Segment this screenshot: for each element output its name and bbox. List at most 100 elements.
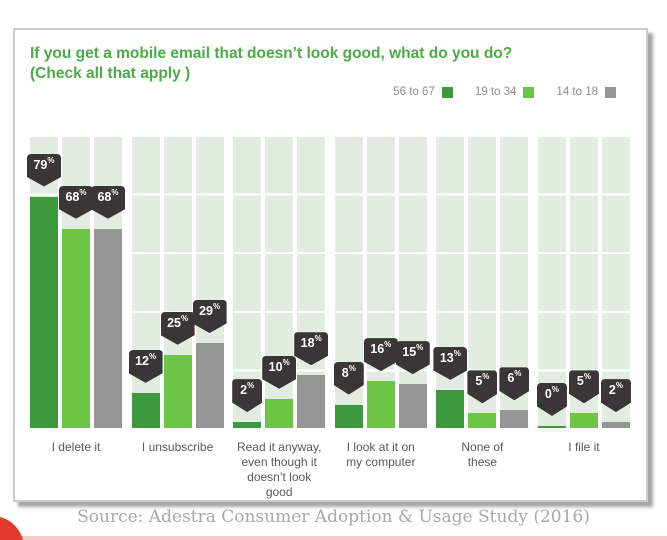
bar-track: 8% [333, 135, 364, 428]
bar-track: 10% [262, 135, 297, 428]
bar-track: 12% [128, 135, 163, 428]
percent-sign: % [514, 369, 522, 379]
bar-track: 68% [59, 135, 93, 428]
value-number: 5 [475, 374, 483, 389]
percent-sign: % [47, 155, 55, 165]
value-number: 15 [402, 345, 417, 360]
value-badge: 8% [333, 361, 364, 395]
category-label: Read it anyway, even though it doesn’t l… [233, 440, 325, 500]
legend-label: 14 to 18 [556, 86, 598, 98]
value-number: 16 [370, 342, 385, 357]
bar [601, 422, 630, 428]
bar-group: 0% 5% 2% [536, 135, 631, 428]
percent-sign: % [348, 363, 356, 373]
chart-panel: If you get a mobile email that doesn’t l… [13, 28, 648, 502]
bar-group: 79% 68% 68% [27, 135, 125, 428]
bar-track: 5% [467, 135, 498, 428]
bar [468, 413, 497, 428]
bar [62, 228, 90, 428]
legend-item-19-to-34: 19 to 34 [475, 86, 535, 98]
bar [163, 354, 192, 428]
chart-title-line1: If you get a mobile email that doesn’t l… [30, 45, 513, 62]
bar [366, 381, 395, 428]
value-number: 0 [544, 387, 552, 401]
category-label-text: None of these [461, 440, 504, 469]
value-badge: 2% [600, 379, 631, 413]
value-badge: 16% [363, 338, 398, 372]
value-badge: 79% [27, 153, 61, 187]
value-badge: 5% [467, 370, 498, 404]
legend-swatch [605, 86, 616, 98]
legend: 56 to 67 19 to 34 14 to 18 [393, 86, 616, 98]
value-number: 6 [507, 371, 515, 386]
bar [265, 398, 294, 428]
value-number: 5 [576, 374, 584, 389]
value-badge: 5% [568, 370, 599, 404]
value-number: 68 [97, 189, 112, 204]
bar [537, 426, 566, 428]
bar-track: 18% [294, 135, 329, 428]
value-number: 18 [300, 336, 315, 351]
percent-sign: % [615, 381, 623, 391]
category-label: I unsubscribe [132, 440, 224, 500]
bar-chart-plot: 79% 68% 68% 12% 25% 29% 2% 10% 18% 8% 16% 15% 13% 5% 6… [27, 135, 631, 428]
legend-swatch [441, 86, 453, 98]
value-number: 29 [199, 304, 213, 319]
percent-sign: % [453, 348, 461, 358]
value-badge: 68% [59, 185, 93, 219]
bar-track: 29% [192, 135, 227, 428]
percent-sign: % [384, 340, 392, 350]
category-label-text: Read it anyway, even though it doesn’t l… [236, 440, 322, 499]
bar [398, 384, 427, 428]
value-badge: 6% [499, 367, 530, 401]
bar-group: 2% 10% 18% [232, 135, 329, 428]
bar-track: 13% [433, 135, 468, 428]
value-badge: 15% [395, 341, 430, 375]
bar-track: 6% [499, 135, 530, 428]
category-label-text: I look at it on my computer [346, 440, 416, 469]
bar-track: 68% [91, 135, 125, 428]
value-number: 79 [33, 157, 48, 172]
bar [297, 375, 326, 428]
value-badge: 25% [160, 311, 195, 345]
category-labels: I delete it I unsubscribe Read it anyway, … [30, 440, 630, 500]
percent-sign: % [551, 385, 559, 394]
bar-track: 16% [363, 135, 398, 428]
value-badge: 12% [128, 349, 163, 383]
value-number: 10 [268, 359, 283, 374]
percent-sign: % [79, 187, 87, 197]
value-number: 2 [608, 383, 616, 398]
bar-track: 25% [160, 135, 195, 428]
value-number: 13 [439, 350, 454, 365]
percent-sign: % [482, 372, 490, 382]
category-label: I delete it [30, 440, 122, 500]
value-badge: 18% [294, 332, 329, 366]
legend-label: 19 to 34 [474, 86, 517, 98]
bar-track: 2% [600, 135, 631, 428]
value-badge: 0% [536, 383, 567, 416]
bar-group: 8% 16% 15% [333, 135, 430, 428]
bar [94, 228, 122, 428]
chart-title-line2: (Check all that apply ) [30, 65, 191, 82]
percent-sign: % [416, 343, 424, 353]
value-badge: 10% [262, 355, 297, 389]
source-citation: Source: Adestra Consumer Adoption & Usag… [77, 507, 590, 527]
bar [334, 404, 363, 428]
bar [233, 422, 262, 428]
legend-item-14-to-18: 14 to 18 [556, 86, 616, 98]
value-number: 25 [167, 315, 181, 330]
bar-group: 12% 25% 29% [128, 135, 227, 428]
bar-track: 15% [395, 135, 430, 428]
category-label: I file it [538, 440, 630, 500]
bar [30, 196, 58, 428]
category-label: None of these [436, 440, 528, 500]
value-number: 12 [135, 353, 149, 368]
chart-title: If you get a mobile email that doesn’t l… [30, 44, 646, 84]
percent-sign: % [282, 357, 290, 367]
value-badge: 29% [192, 300, 227, 334]
bar [500, 410, 529, 428]
percent-sign: % [148, 351, 157, 361]
value-number: 2 [240, 383, 248, 398]
bar [436, 389, 465, 428]
